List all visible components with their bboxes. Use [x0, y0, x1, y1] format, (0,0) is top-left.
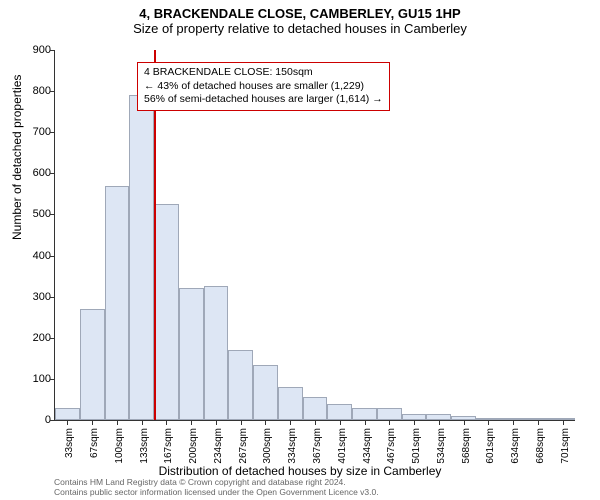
- x-tick-mark: [216, 420, 217, 425]
- y-tick-label: 800: [21, 85, 51, 97]
- x-tick-label: 334sqm: [287, 428, 298, 464]
- y-tick-mark: [50, 338, 55, 339]
- histogram-bar: [179, 288, 204, 420]
- y-tick-label: 900: [21, 44, 51, 56]
- x-tick-mark: [563, 420, 564, 425]
- x-tick-label: 701sqm: [560, 428, 571, 464]
- x-tick-mark: [414, 420, 415, 425]
- x-tick-label: 434sqm: [362, 428, 373, 464]
- histogram-bar: [154, 204, 179, 420]
- x-tick-mark: [191, 420, 192, 425]
- annotation-line1: 4 BRACKENDALE CLOSE: 150sqm: [144, 66, 383, 80]
- x-tick-label: 33sqm: [64, 428, 75, 458]
- x-tick-mark: [513, 420, 514, 425]
- annotation-line2: ← 43% of detached houses are smaller (1,…: [144, 80, 383, 94]
- x-tick-label: 67sqm: [89, 428, 100, 458]
- x-tick-mark: [538, 420, 539, 425]
- y-tick-mark: [50, 50, 55, 51]
- x-tick-label: 401sqm: [337, 428, 348, 464]
- x-tick-mark: [67, 420, 68, 425]
- x-tick-label: 568sqm: [461, 428, 472, 464]
- x-tick-mark: [290, 420, 291, 425]
- histogram-bar: [204, 286, 229, 420]
- title-block: 4, BRACKENDALE CLOSE, CAMBERLEY, GU15 1H…: [0, 0, 600, 36]
- x-tick-label: 668sqm: [535, 428, 546, 464]
- x-tick-mark: [92, 420, 93, 425]
- histogram-bar: [129, 95, 154, 420]
- x-tick-mark: [439, 420, 440, 425]
- y-tick-label: 500: [21, 208, 51, 220]
- footer-attribution: Contains HM Land Registry data © Crown c…: [54, 478, 379, 498]
- x-tick-label: 267sqm: [238, 428, 249, 464]
- x-tick-label: 501sqm: [411, 428, 422, 464]
- x-tick-mark: [265, 420, 266, 425]
- x-tick-mark: [117, 420, 118, 425]
- x-tick-mark: [340, 420, 341, 425]
- x-tick-label: 534sqm: [436, 428, 447, 464]
- histogram-bar: [327, 404, 352, 420]
- histogram-bar: [352, 408, 377, 420]
- footer-line2: Contains public sector information licen…: [54, 488, 379, 498]
- x-tick-label: 601sqm: [485, 428, 496, 464]
- x-tick-mark: [142, 420, 143, 425]
- y-tick-label: 400: [21, 250, 51, 262]
- x-tick-label: 234sqm: [213, 428, 224, 464]
- x-tick-label: 634sqm: [510, 428, 521, 464]
- histogram-bar: [303, 397, 328, 420]
- histogram-bar: [228, 350, 253, 420]
- y-tick-mark: [50, 256, 55, 257]
- histogram-bar: [105, 186, 130, 420]
- chart-container: 4, BRACKENDALE CLOSE, CAMBERLEY, GU15 1H…: [0, 0, 600, 500]
- y-tick-mark: [50, 214, 55, 215]
- x-tick-label: 167sqm: [163, 428, 174, 464]
- plot-area: 4 BRACKENDALE CLOSE: 150sqm ← 43% of det…: [54, 50, 575, 421]
- x-tick-label: 133sqm: [139, 428, 150, 464]
- x-tick-label: 467sqm: [386, 428, 397, 464]
- y-tick-mark: [50, 91, 55, 92]
- y-tick-label: 100: [21, 373, 51, 385]
- histogram-bar: [377, 408, 402, 420]
- x-tick-mark: [315, 420, 316, 425]
- x-tick-label: 300sqm: [262, 428, 273, 464]
- histogram-bar: [80, 309, 105, 420]
- chart-title-line1: 4, BRACKENDALE CLOSE, CAMBERLEY, GU15 1H…: [0, 6, 600, 21]
- y-tick-mark: [50, 420, 55, 421]
- y-tick-mark: [50, 132, 55, 133]
- x-tick-mark: [464, 420, 465, 425]
- histogram-bar: [253, 365, 278, 421]
- y-tick-label: 300: [21, 291, 51, 303]
- chart-title-line2: Size of property relative to detached ho…: [0, 21, 600, 36]
- y-tick-label: 0: [21, 414, 51, 426]
- x-tick-mark: [365, 420, 366, 425]
- y-tick-mark: [50, 173, 55, 174]
- y-tick-mark: [50, 297, 55, 298]
- x-tick-label: 200sqm: [188, 428, 199, 464]
- x-tick-mark: [166, 420, 167, 425]
- annotation-line3: 56% of semi-detached houses are larger (…: [144, 93, 383, 107]
- x-tick-label: 367sqm: [312, 428, 323, 464]
- y-tick-label: 600: [21, 167, 51, 179]
- x-tick-label: 100sqm: [114, 428, 125, 464]
- annotation-box: 4 BRACKENDALE CLOSE: 150sqm ← 43% of det…: [137, 62, 390, 111]
- x-tick-mark: [241, 420, 242, 425]
- y-tick-label: 200: [21, 332, 51, 344]
- x-tick-mark: [488, 420, 489, 425]
- x-tick-mark: [389, 420, 390, 425]
- histogram-bar: [278, 387, 303, 420]
- y-tick-mark: [50, 379, 55, 380]
- histogram-bar: [55, 408, 80, 420]
- x-axis-label: Distribution of detached houses by size …: [0, 464, 600, 478]
- y-tick-label: 700: [21, 126, 51, 138]
